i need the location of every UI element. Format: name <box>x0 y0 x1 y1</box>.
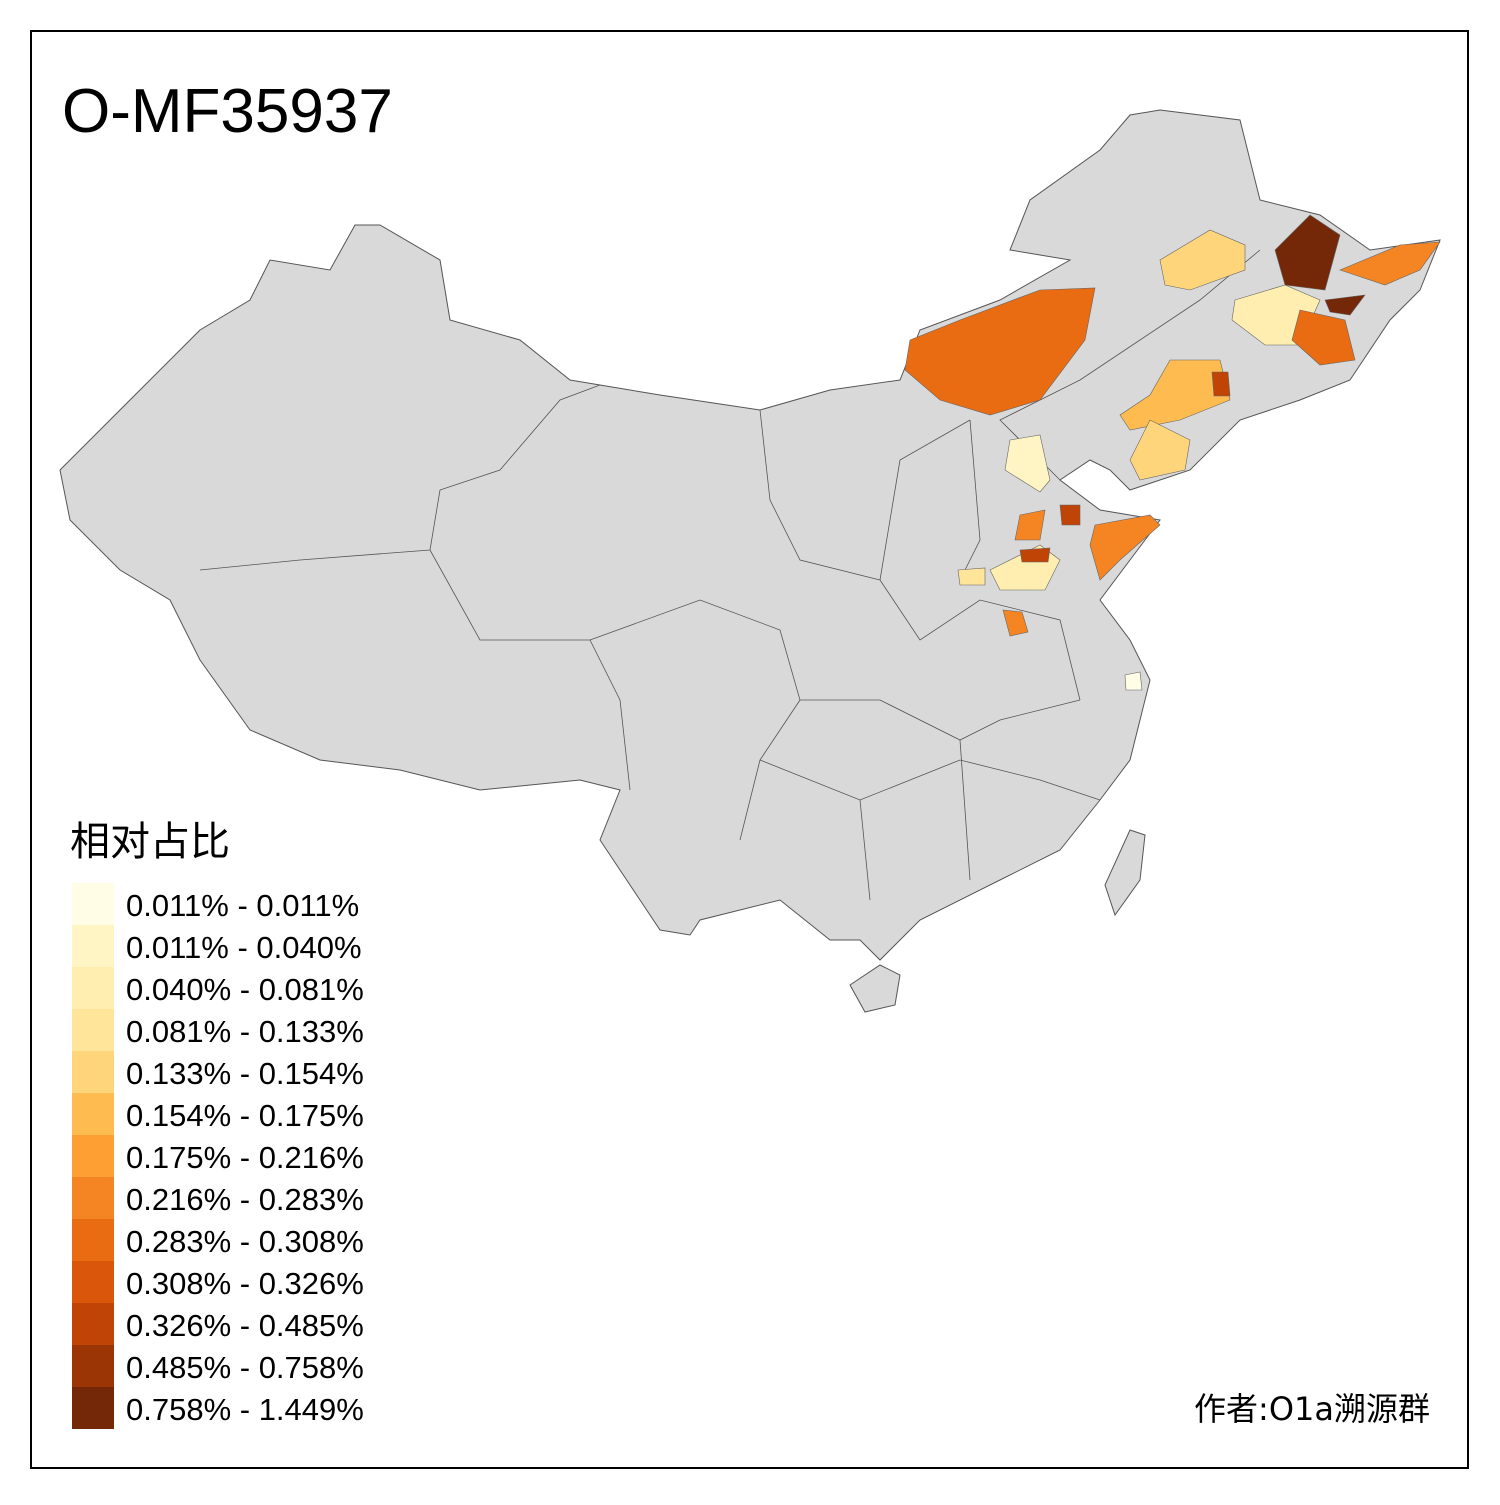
credit: 作者:O1a溯源群 <box>1194 1390 1430 1428</box>
legend: 0.011% - 0.011% 0.011% - 0.040% 0.040% - 0… <box>72 883 364 1429</box>
legend-label: 0.040% - 0.081% <box>126 972 364 1007</box>
legend-swatch <box>72 1219 114 1261</box>
legend-label: 0.011% - 0.011% <box>126 888 359 923</box>
taiwan <box>1104 829 1146 917</box>
legend-label: 0.081% - 0.133% <box>126 1014 364 1049</box>
legend-label: 0.133% - 0.154% <box>126 1056 364 1091</box>
region <box>1124 671 1143 691</box>
province-borders <box>199 249 1261 901</box>
legend-swatch <box>72 1135 114 1177</box>
region <box>904 287 1096 416</box>
region <box>1211 371 1231 397</box>
highlighted-regions <box>904 214 1441 691</box>
legend-label: 0.308% - 0.326% <box>126 1266 364 1301</box>
hainan <box>849 964 901 1013</box>
legend-swatch <box>72 1345 114 1387</box>
legend-swatch <box>72 1009 114 1051</box>
legend-swatch <box>72 883 114 925</box>
legend-swatch <box>72 1177 114 1219</box>
legend-swatch <box>72 1261 114 1303</box>
map-title: O-MF35937 <box>62 77 393 146</box>
region <box>1019 547 1051 563</box>
legend-title: 相对占比 <box>70 819 230 865</box>
region <box>1324 294 1366 316</box>
legend-swatch <box>72 1303 114 1345</box>
legend-label: 0.011% - 0.040% <box>126 930 362 965</box>
legend-label: 0.283% - 0.308% <box>126 1224 364 1259</box>
region <box>1274 214 1341 291</box>
legend-label: 0.485% - 0.758% <box>126 1350 364 1385</box>
legend-swatch <box>72 967 114 1009</box>
region <box>1002 609 1029 637</box>
legend-swatch <box>72 925 114 967</box>
legend-swatch <box>72 1387 114 1429</box>
region <box>1159 229 1246 291</box>
region <box>1059 504 1081 526</box>
legend-label: 0.216% - 0.283% <box>126 1182 364 1217</box>
region <box>957 567 986 586</box>
legend-swatch <box>72 1051 114 1093</box>
region <box>1291 309 1356 366</box>
legend-label: 0.175% - 0.216% <box>126 1140 364 1175</box>
region <box>1004 434 1051 493</box>
region <box>1089 514 1161 581</box>
region <box>1339 241 1441 286</box>
legend-label: 0.154% - 0.175% <box>126 1098 364 1133</box>
legend-label: 0.758% - 1.449% <box>126 1392 364 1427</box>
legend-swatch <box>72 1093 114 1135</box>
basemap <box>59 109 1441 1013</box>
legend-label: 0.326% - 0.485% <box>126 1308 364 1343</box>
region <box>1129 419 1191 481</box>
region <box>1014 509 1046 541</box>
